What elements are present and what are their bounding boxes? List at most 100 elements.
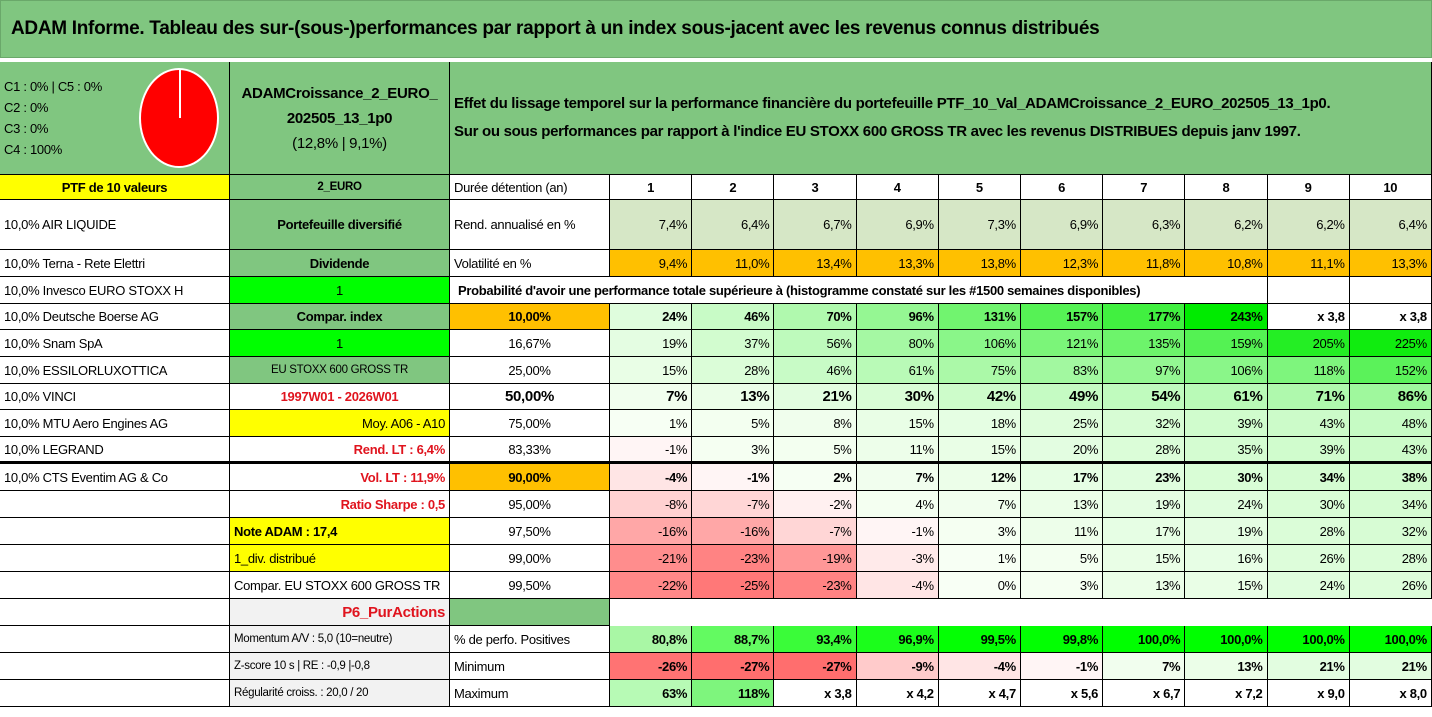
value-cell: x 3,8 <box>1267 304 1350 330</box>
parameter-cell: P6_PurActions <box>230 599 450 626</box>
row-label: 50,00% <box>450 384 610 410</box>
row-label: 10,00% <box>450 304 610 330</box>
value-cell: 21% <box>774 384 857 410</box>
value-cell: 7% <box>1103 653 1186 680</box>
value-cell: 99,8% <box>1020 626 1104 653</box>
holding-period-header: 3 <box>774 175 857 200</box>
value-cell: 11% <box>1020 518 1104 545</box>
value-cell: 7,4% <box>610 200 693 250</box>
holding-cell <box>0 572 230 599</box>
value-cell: 80,8% <box>610 626 693 653</box>
value-cell: x 5,6 <box>1020 680 1104 707</box>
portfolio-name-line: (12,8% | 9,1%) <box>292 134 387 152</box>
row-label: 16,67% <box>450 330 610 357</box>
value-cell: 32% <box>1103 410 1186 437</box>
holding-period-header: 8 <box>1185 175 1268 200</box>
holding-cell <box>0 545 230 572</box>
value-cell: 13% <box>692 384 775 410</box>
holding-cell: 10,0% CTS Eventim AG & Co <box>0 464 230 491</box>
value-cell: 24% <box>1267 572 1350 599</box>
value-cell: 19% <box>1103 491 1186 518</box>
value-cell: 43% <box>1267 410 1350 437</box>
value-cell: 3% <box>938 518 1021 545</box>
value-cell: 7% <box>938 491 1021 518</box>
value-cell: 157% <box>1020 304 1104 330</box>
value-cell: 35% <box>1185 437 1268 464</box>
performance-table: C1 : 0% | C5 : 0% C2 : 0% C3 : 0% C4 : 100%… <box>0 62 1432 707</box>
holding-period-header: 6 <box>1020 175 1104 200</box>
value-cell: 6,4% <box>692 200 775 250</box>
value-cell: 28% <box>692 357 775 384</box>
holding-period-header: 2 <box>692 175 775 200</box>
value-cell: 25% <box>1020 410 1104 437</box>
value-cell: 3% <box>692 437 775 464</box>
value-cell: x 4,7 <box>938 680 1021 707</box>
value-cell: 135% <box>1103 330 1186 357</box>
holding-period-header: 5 <box>938 175 1021 200</box>
value-cell: 71% <box>1267 384 1350 410</box>
empty-cell <box>450 599 610 626</box>
value-cell: 16% <box>1185 545 1268 572</box>
row-label: Maximum <box>450 680 610 707</box>
value-cell: 54% <box>1103 384 1186 410</box>
value-cell: 20% <box>1020 437 1104 464</box>
value-cell: 49% <box>1020 384 1104 410</box>
value-cell: 1% <box>610 410 693 437</box>
value-cell: 7,3% <box>938 200 1021 250</box>
value-cell: -9% <box>856 653 939 680</box>
value-cell: 26% <box>1267 545 1350 572</box>
composition-legend: C1 : 0% | C5 : 0% C2 : 0% C3 : 0% C4 : 100% <box>0 62 230 175</box>
value-cell: 106% <box>1185 357 1268 384</box>
row-label: 83,33% <box>450 437 610 464</box>
value-cell: 96% <box>856 304 939 330</box>
value-cell: 48% <box>1349 410 1432 437</box>
value-cell: 13% <box>1020 491 1104 518</box>
value-cell: 6,9% <box>856 200 939 250</box>
parameter-cell[interactable]: 1 <box>230 330 450 357</box>
value-cell: 225% <box>1349 330 1432 357</box>
row-label: 90,00% <box>450 464 610 491</box>
value-cell: 159% <box>1185 330 1268 357</box>
value-cell: 9,4% <box>610 250 693 277</box>
value-cell: 42% <box>938 384 1021 410</box>
value-cell: 30% <box>1185 464 1268 491</box>
value-cell: 5% <box>774 437 857 464</box>
value-cell: -23% <box>692 545 775 572</box>
row-label: Minimum <box>450 653 610 680</box>
value-cell: 83% <box>1020 357 1104 384</box>
value-cell: -27% <box>692 653 775 680</box>
value-cell: 97% <box>1103 357 1186 384</box>
value-cell: 93,4% <box>774 626 857 653</box>
value-cell: 15% <box>938 437 1021 464</box>
parameter-cell: Rend. LT : 6,4% <box>230 437 450 464</box>
value-cell: 99,5% <box>938 626 1021 653</box>
value-cell: 96,9% <box>856 626 939 653</box>
value-cell: 32% <box>1349 518 1432 545</box>
value-cell: 39% <box>1185 410 1268 437</box>
legend-line: C4 : 100% <box>4 142 63 157</box>
parameter-cell[interactable]: 1 <box>230 277 450 304</box>
value-cell: 13,8% <box>938 250 1021 277</box>
value-cell: 5% <box>692 410 775 437</box>
value-cell: -4% <box>856 572 939 599</box>
value-cell: 61% <box>856 357 939 384</box>
empty-cell <box>1267 277 1350 304</box>
value-cell: 11,0% <box>692 250 775 277</box>
value-cell: -26% <box>610 653 693 680</box>
parameter-cell: Ratio Sharpe : 0,5 <box>230 491 450 518</box>
value-cell: 13,3% <box>856 250 939 277</box>
row-label: % de perfo. Positives <box>450 626 610 653</box>
value-cell: 6,7% <box>774 200 857 250</box>
value-cell: 177% <box>1103 304 1186 330</box>
holding-cell: 10,0% AIR LIQUIDE <box>0 200 230 250</box>
value-cell: 11,1% <box>1267 250 1350 277</box>
value-cell: -27% <box>774 653 857 680</box>
value-cell: 75% <box>938 357 1021 384</box>
description-line: Sur ou sous performances par rapport à l… <box>454 123 1301 140</box>
value-cell: 3% <box>1020 572 1104 599</box>
value-cell: 70% <box>774 304 857 330</box>
value-cell: 88,7% <box>692 626 775 653</box>
probability-heading: Probabilité d'avoir une performance tota… <box>450 277 1268 304</box>
value-cell: x 7,2 <box>1185 680 1268 707</box>
value-cell: 28% <box>1103 437 1186 464</box>
